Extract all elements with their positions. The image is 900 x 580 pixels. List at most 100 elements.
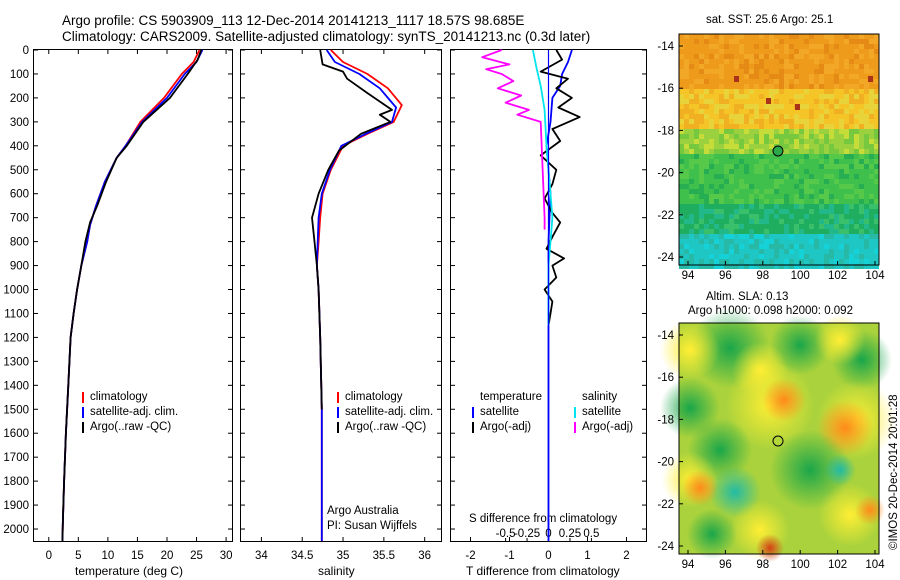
sst-pixel: [739, 209, 744, 214]
y-tick-label: 1400: [3, 380, 29, 392]
sst-pixel: [869, 34, 874, 39]
sst-pixel: [809, 159, 814, 164]
sst-pixel: [849, 109, 854, 114]
sst-pixel: [849, 189, 854, 194]
sst-pixel: [779, 174, 784, 179]
sst-pixel: [794, 59, 799, 64]
sst-pixel: [804, 174, 809, 179]
sla-blob: [762, 378, 806, 422]
sst-pixel: [784, 94, 789, 99]
sst-pixel: [694, 44, 699, 49]
sst-pixel: [714, 229, 719, 234]
sst-pixel: [864, 244, 869, 249]
sst-pixel: [714, 204, 719, 209]
sst-pixel: [814, 49, 819, 54]
sst-pixel: [764, 39, 769, 44]
sst-pixel: [749, 209, 754, 214]
sst-pixel: [809, 124, 814, 129]
sst-pixel: [824, 49, 829, 54]
sst-pixel: [839, 174, 844, 179]
sst-pixel: [689, 129, 694, 134]
legend-t-satellite: satellite: [480, 406, 519, 418]
sst-pixel: [789, 39, 794, 44]
sst-pixel: [839, 259, 844, 264]
sst-pixel: [684, 59, 689, 64]
sst-pixel: [709, 104, 714, 109]
sst-pixel: [759, 44, 764, 49]
sst-pixel: [744, 119, 749, 124]
sst-pixel: [689, 119, 694, 124]
sst-pixel: [814, 214, 819, 219]
sst-pixel: [789, 234, 794, 239]
sst-pixel: [729, 149, 734, 154]
sst-pixel: [769, 89, 774, 94]
sst-pixel: [849, 84, 854, 89]
sst-pixel: [844, 264, 849, 269]
sst-pixel: [804, 214, 809, 219]
sst-pixel: [869, 64, 874, 69]
sst-pixel: [779, 39, 784, 44]
sst-pixel: [699, 249, 704, 254]
sst-pixel: [809, 114, 814, 119]
sst-pixel: [684, 124, 689, 129]
sst-pixel: [844, 199, 849, 204]
x-tick-label: 15: [131, 550, 144, 562]
sst-pixel: [814, 119, 819, 124]
sst-pixel: [789, 169, 794, 174]
sst-pixel: [759, 124, 764, 129]
sla-blob: [770, 430, 850, 510]
sst-pixel: [799, 34, 804, 39]
sst-pixel: [699, 109, 704, 114]
sst-pixel: [769, 239, 774, 244]
sst-pixel: [739, 159, 744, 164]
sst-pixel: [689, 109, 694, 114]
sst-pixel: [859, 244, 864, 249]
sst-pixel: [849, 134, 854, 139]
sst-pixel: [729, 124, 734, 129]
sst-pixel: [854, 64, 859, 69]
sst-pixel: [854, 119, 859, 124]
sst-pixel: [714, 69, 719, 74]
sst-pixel: [854, 149, 859, 154]
sst-pixel: [814, 164, 819, 169]
sst-pixel: [829, 234, 834, 239]
sst-pixel: [864, 204, 869, 209]
sst-pixel: [744, 104, 749, 109]
sst-pixel: [809, 99, 814, 104]
sst-pixel: [689, 149, 694, 154]
sst-pixel: [679, 69, 684, 74]
sst-pixel: [814, 219, 819, 224]
sst-pixel: [839, 189, 844, 194]
sst-pixel: [874, 169, 879, 174]
series-line-temperature-argo-adj-: [539, 49, 581, 326]
sst-pixel: [719, 229, 724, 234]
sst-pixel: [869, 194, 874, 199]
sst-pixel: [804, 64, 809, 69]
sst-pixel: [749, 54, 754, 59]
sst-pixel: [854, 99, 859, 104]
sst-pixel: [714, 99, 719, 104]
sst-pixel: [719, 144, 724, 149]
sst-pixel: [749, 109, 754, 114]
sst-pixel: [814, 144, 819, 149]
sst-pixel: [729, 214, 734, 219]
sst-pixel: [749, 244, 754, 249]
sst-pixel: [684, 64, 689, 69]
sst-pixel: [709, 239, 714, 244]
sst-pixel: [869, 144, 874, 149]
legend-s-satellite: satellite: [582, 406, 621, 418]
sst-pixel: [779, 34, 784, 39]
sst-pixel: [799, 114, 804, 119]
y-tick-label: 1600: [3, 428, 29, 440]
sst-pixel: [709, 34, 714, 39]
sst-pixel: [739, 254, 744, 259]
series-line-argo-raw-qc-: [61, 49, 203, 542]
sst-pixel: [844, 204, 849, 209]
sst-pixel: [749, 59, 754, 64]
sst-pixel: [689, 34, 694, 39]
sst-pixel: [849, 169, 854, 174]
sst-pixel: [724, 119, 729, 124]
sst-pixel: [849, 174, 854, 179]
sst-pixel: [754, 194, 759, 199]
sst-pixel: [809, 104, 814, 109]
